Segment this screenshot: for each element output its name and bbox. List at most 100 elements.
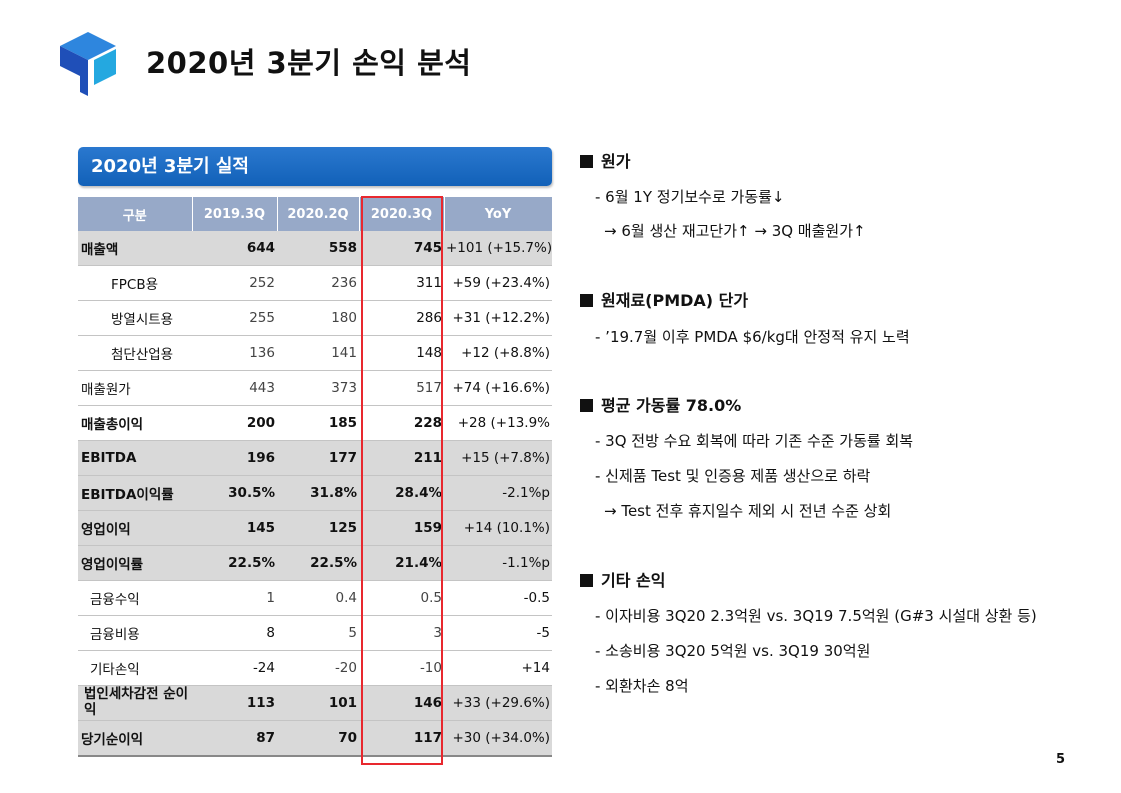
table-row: EBITDA 196 177 211 +15 (+7.8%) <box>78 440 552 476</box>
column-header-yoy: YoY <box>444 197 553 231</box>
cell-2019-3q: 200 <box>192 405 277 441</box>
cell-2019-3q: 196 <box>192 440 277 476</box>
row-label: 매출액 <box>78 231 192 266</box>
cell-yoy: +30 (+34.0%) <box>444 720 552 757</box>
cell-yoy: +33 (+29.6%) <box>444 685 552 721</box>
cell-2020-2q: 0.4 <box>277 580 359 616</box>
table-row: 법인세차감전 순이익 113 101 146 +33 (+29.6%) <box>78 685 552 721</box>
cell-2020-2q: 177 <box>277 440 359 476</box>
material-line: - ’19.7월 이후 PMDA $6/kg대 안정적 유지 노력 <box>595 328 910 346</box>
cell-2019-3q: 145 <box>192 510 277 546</box>
table-row: 기타손익 -24 -20 -10 +14 <box>78 650 552 686</box>
row-label: 금융수익 <box>78 580 192 616</box>
cell-yoy: -0.5 <box>444 580 552 616</box>
cell-yoy: +31 (+12.2%) <box>444 300 552 336</box>
row-label: EBITDA <box>78 440 192 476</box>
cell-2020-3q: 228 <box>359 405 444 441</box>
other-line: - 소송비용 3Q20 5억원 vs. 3Q19 30억원 <box>595 642 871 660</box>
cell-2019-3q: 30.5% <box>192 475 277 511</box>
cell-2019-3q: 87 <box>192 720 277 757</box>
cell-2020-2q: 236 <box>277 265 359 301</box>
results-table: 구분 2019.3Q 2020.2Q 2020.3Q YoY 매출액 644 5… <box>78 197 553 757</box>
table-row: 매출원가 443 373 517 +74 (+16.6%) <box>78 370 552 406</box>
utilization-heading-text: 평균 가동률 78.0% <box>601 396 742 415</box>
cell-2020-3q: 311 <box>359 265 444 301</box>
page-title: 2020년 3분기 손익 분석 <box>146 46 472 80</box>
cell-yoy: +28 (+13.9% <box>444 405 552 441</box>
cell-2020-2q: 180 <box>277 300 359 336</box>
table-row: 방열시트용 255 180 286 +31 (+12.2%) <box>78 300 552 336</box>
utilization-line: → Test 전후 휴지일수 제외 시 전년 수준 상회 <box>604 502 892 520</box>
cell-2019-3q: 255 <box>192 300 277 336</box>
cell-2020-2q: 185 <box>277 405 359 441</box>
cell-yoy: +14 <box>444 650 552 686</box>
cell-yoy: -2.1%p <box>444 475 552 511</box>
cost-heading: 원가 <box>580 152 630 173</box>
row-label: 법인세차감전 순이익 <box>78 685 192 721</box>
row-label: 금융비용 <box>78 615 192 651</box>
row-label: 기타손익 <box>78 650 192 686</box>
cell-2020-3q: 3 <box>359 615 444 651</box>
column-header-2020-3q: 2020.3Q <box>359 197 445 231</box>
row-label: EBITDA이익률 <box>78 475 192 511</box>
table-row: 매출액 644 558 745 +101 (+15.7%) <box>78 231 552 266</box>
table-row: 금융비용 8 5 3 -5 <box>78 615 552 651</box>
column-header-2020-2q: 2020.2Q <box>277 197 360 231</box>
cell-2019-3q: 136 <box>192 335 277 371</box>
cell-2019-3q: 8 <box>192 615 277 651</box>
cell-yoy: -1.1%p <box>444 545 552 581</box>
table-row: FPCB용 252 236 311 +59 (+23.4%) <box>78 265 552 301</box>
cell-2019-3q: 1 <box>192 580 277 616</box>
square-bullet-icon <box>580 574 593 587</box>
row-label: FPCB용 <box>78 265 192 301</box>
material-heading: 원재료(PMDA) 단가 <box>580 291 748 312</box>
cell-2020-3q: 148 <box>359 335 444 371</box>
cell-2019-3q: 252 <box>192 265 277 301</box>
company-logo-icon <box>60 32 116 96</box>
cell-2020-3q: 286 <box>359 300 444 336</box>
cell-yoy: +12 (+8.8%) <box>444 335 552 371</box>
cell-2020-3q: 211 <box>359 440 444 476</box>
cost-heading-text: 원가 <box>601 152 631 171</box>
cost-line: → 6월 생산 재고단가↑ → 3Q 매출원가↑ <box>604 222 866 240</box>
cell-2020-3q: 117 <box>359 720 444 757</box>
cell-2020-2q: 141 <box>277 335 359 371</box>
cell-2020-3q: 21.4% <box>359 545 444 581</box>
cell-yoy: +14 (10.1%) <box>444 510 552 546</box>
cell-2019-3q: -24 <box>192 650 277 686</box>
row-label: 영업이익 <box>78 510 192 546</box>
cell-2020-2q: 373 <box>277 370 359 406</box>
square-bullet-icon <box>580 155 593 168</box>
utilization-line: - 3Q 전방 수요 회복에 따라 기존 수준 가동률 회복 <box>595 432 914 450</box>
cell-2019-3q: 644 <box>192 231 277 266</box>
cell-2020-2q: 5 <box>277 615 359 651</box>
cell-2020-2q: 125 <box>277 510 359 546</box>
other-heading: 기타 손익 <box>580 571 665 592</box>
table-row: 영업이익률 22.5% 22.5% 21.4% -1.1%p <box>78 545 552 581</box>
table-row: 당기순이익 87 70 117 +30 (+34.0%) <box>78 720 552 757</box>
cell-yoy: +15 (+7.8%) <box>444 440 552 476</box>
utilization-heading: 평균 가동률 78.0% <box>580 396 741 417</box>
cell-2020-2q: -20 <box>277 650 359 686</box>
cell-yoy: +101 (+15.7%) <box>444 231 552 266</box>
row-label: 매출원가 <box>78 370 192 406</box>
cell-2020-3q: 159 <box>359 510 444 546</box>
table-row: EBITDA이익률 30.5% 31.8% 28.4% -2.1%p <box>78 475 552 511</box>
cell-2019-3q: 443 <box>192 370 277 406</box>
cost-line: - 6월 1Y 정기보수로 가동률↓ <box>595 188 785 206</box>
other-heading-text: 기타 손익 <box>601 571 666 590</box>
table-row: 영업이익 145 125 159 +14 (10.1%) <box>78 510 552 546</box>
cell-2020-2q: 31.8% <box>277 475 359 511</box>
table-row: 매출총이익 200 185 228 +28 (+13.9% <box>78 405 552 441</box>
cell-2020-2q: 70 <box>277 720 359 757</box>
table-row: 첨단산업용 136 141 148 +12 (+8.8%) <box>78 335 552 371</box>
other-line: - 이자비용 3Q20 2.3억원 vs. 3Q19 7.5억원 (G#3 시설… <box>595 607 1037 625</box>
page-number: 5 <box>1056 752 1066 767</box>
row-label: 첨단산업용 <box>78 335 192 371</box>
cell-2020-2q: 558 <box>277 231 359 266</box>
cell-2020-3q: 146 <box>359 685 444 721</box>
material-heading-text: 원재료(PMDA) 단가 <box>601 291 749 310</box>
cell-2019-3q: 113 <box>192 685 277 721</box>
cell-yoy: +59 (+23.4%) <box>444 265 552 301</box>
cell-yoy: +74 (+16.6%) <box>444 370 552 406</box>
